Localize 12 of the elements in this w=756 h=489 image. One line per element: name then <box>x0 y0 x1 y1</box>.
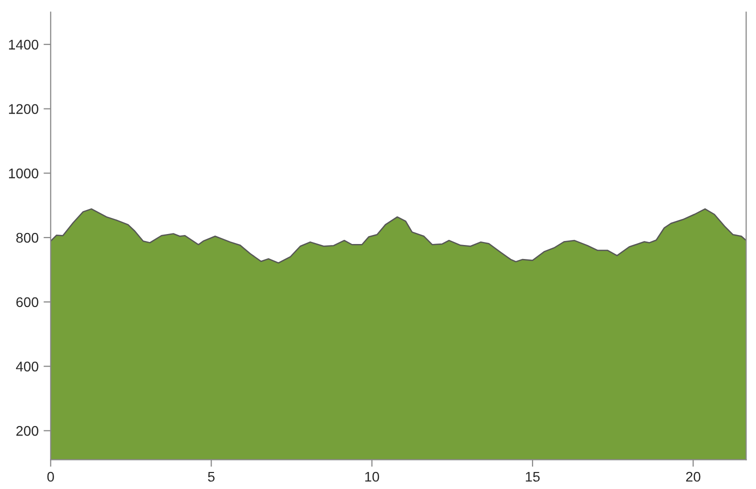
x-tick-label: 10 <box>365 472 380 482</box>
y-tick-label: 800 <box>16 232 38 243</box>
y-tick-label: 1000 <box>9 168 38 178</box>
y-tick-label: 1400 <box>9 40 38 50</box>
y-tick-label: 200 <box>16 426 38 436</box>
y-tick-label: 400 <box>16 362 38 372</box>
x-tick-label: 15 <box>526 472 540 482</box>
y-tick-label: 1200 <box>9 104 38 114</box>
x-tick-label: 0 <box>47 472 54 482</box>
y-tick-label: 600 <box>16 297 38 308</box>
x-tick-label: 20 <box>686 472 700 482</box>
x-tick-label: 5 <box>208 472 215 482</box>
